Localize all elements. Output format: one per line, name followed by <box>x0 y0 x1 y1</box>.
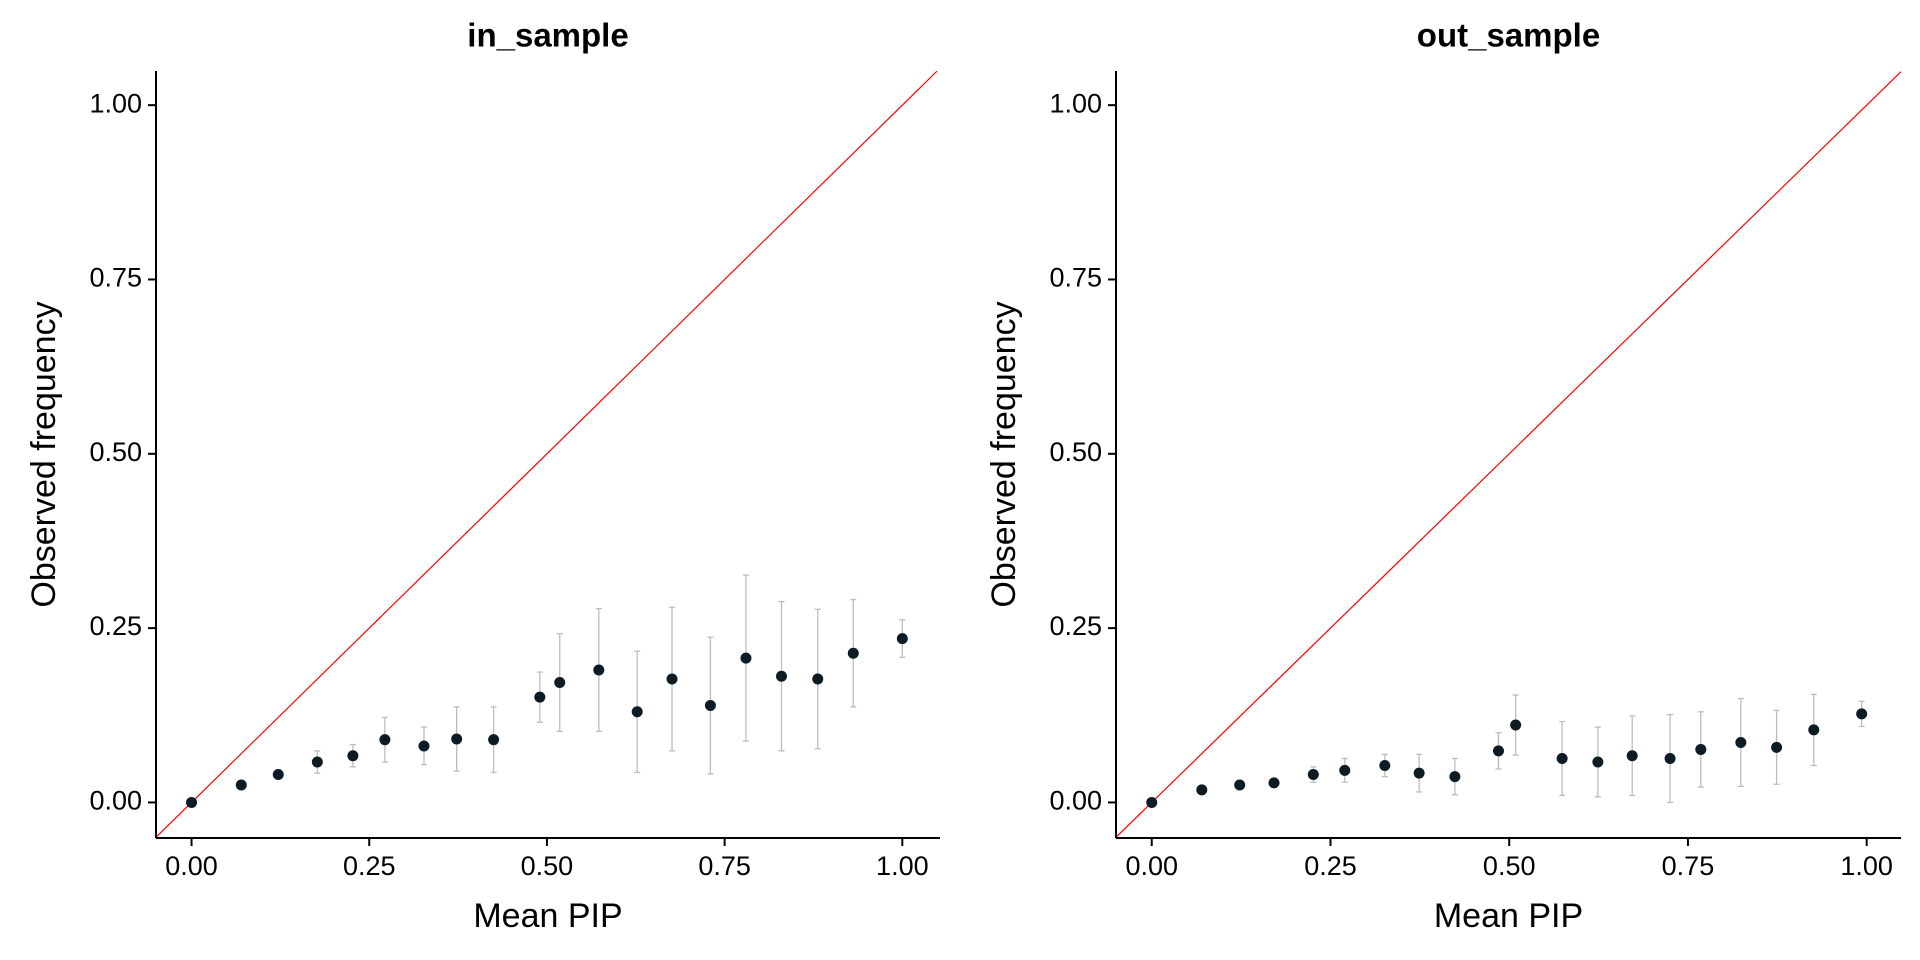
point <box>1808 724 1820 736</box>
point <box>1592 756 1604 768</box>
point <box>1771 741 1783 753</box>
point <box>1268 777 1280 789</box>
point <box>488 734 500 746</box>
point <box>1449 771 1461 783</box>
point <box>186 796 198 808</box>
point <box>1196 784 1208 796</box>
y-tick-label: 0.75 <box>1049 263 1102 293</box>
point <box>272 769 284 781</box>
point <box>1735 736 1747 748</box>
y-tick-label: 0.00 <box>1049 786 1102 816</box>
point <box>1379 759 1391 771</box>
point <box>593 664 605 676</box>
point <box>451 733 463 745</box>
point <box>379 734 391 746</box>
x-tick-label: 1.00 <box>1840 851 1893 881</box>
reference-line <box>155 70 938 838</box>
point <box>812 673 824 685</box>
point <box>775 670 787 682</box>
point <box>1556 753 1568 765</box>
point <box>1664 753 1676 765</box>
y-tick-label: 0.75 <box>89 263 142 293</box>
point <box>740 652 752 664</box>
point <box>1695 743 1707 755</box>
point <box>1856 708 1868 720</box>
point <box>347 750 359 762</box>
y-tick-label: 0.50 <box>1049 437 1102 467</box>
point <box>311 756 323 768</box>
y-tick-label: 1.00 <box>89 88 142 118</box>
x-tick-label: 0.75 <box>698 851 751 881</box>
point <box>847 647 859 659</box>
x-axis-label: Mean PIP <box>1434 897 1583 935</box>
point <box>1626 750 1638 762</box>
x-tick-label: 0.25 <box>343 851 396 881</box>
point <box>1146 796 1158 808</box>
y-tick-label: 0.00 <box>89 786 142 816</box>
point <box>1234 779 1246 791</box>
point <box>554 677 566 689</box>
x-tick-label: 0.00 <box>1125 851 1178 881</box>
point <box>418 740 430 752</box>
y-tick-label: 0.50 <box>89 437 142 467</box>
x-tick-label: 0.50 <box>1483 851 1536 881</box>
x-axis-label: Mean PIP <box>473 897 622 935</box>
point <box>534 691 546 703</box>
x-tick-label: 0.75 <box>1662 851 1715 881</box>
x-tick-label: 0.50 <box>521 851 574 881</box>
x-tick-label: 0.00 <box>165 851 218 881</box>
y-tick-label: 0.25 <box>89 611 142 641</box>
point <box>896 633 908 645</box>
point <box>1510 719 1522 731</box>
point <box>1492 745 1504 757</box>
reference-line <box>1115 71 1902 838</box>
point <box>704 700 716 712</box>
chart-title: out_sample <box>1417 17 1600 54</box>
chart-title: in_sample <box>467 17 628 54</box>
y-tick-label: 1.00 <box>1049 88 1102 118</box>
point <box>1307 769 1319 781</box>
y-axis-label: Observed frequency <box>25 301 63 607</box>
point <box>1413 767 1425 779</box>
point <box>1339 764 1351 776</box>
x-tick-label: 1.00 <box>876 851 929 881</box>
point <box>235 779 247 791</box>
x-tick-label: 0.25 <box>1304 851 1357 881</box>
y-axis-label: Observed frequency <box>985 301 1023 607</box>
point <box>631 706 643 718</box>
y-tick-label: 0.25 <box>1049 611 1102 641</box>
point <box>666 673 678 685</box>
